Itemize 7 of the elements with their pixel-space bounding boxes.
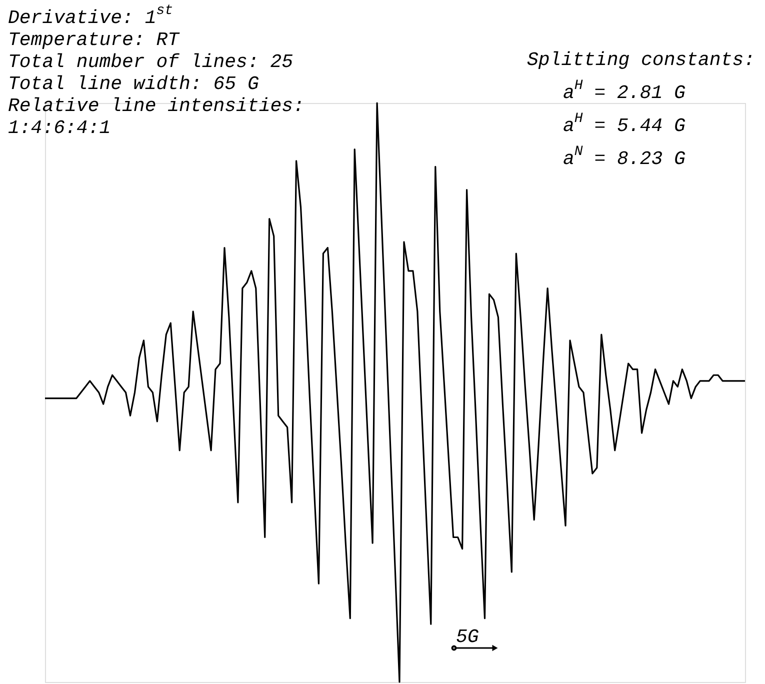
annotation: 5G [456, 626, 480, 648]
annotation: Relative line intensities: [8, 95, 304, 117]
text: Total line width: 65 G [8, 73, 260, 95]
text: Total number of lines: 25 [8, 51, 294, 73]
text: Splitting constants: [527, 49, 756, 71]
annotation: 1:4:6:4:1 [8, 117, 111, 139]
text: Temperature: RT [8, 29, 181, 51]
